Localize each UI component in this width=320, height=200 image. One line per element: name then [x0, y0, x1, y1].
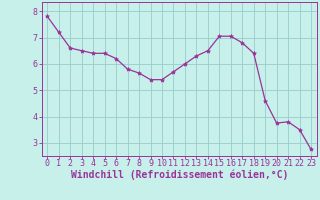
X-axis label: Windchill (Refroidissement éolien,°C): Windchill (Refroidissement éolien,°C): [70, 169, 288, 180]
